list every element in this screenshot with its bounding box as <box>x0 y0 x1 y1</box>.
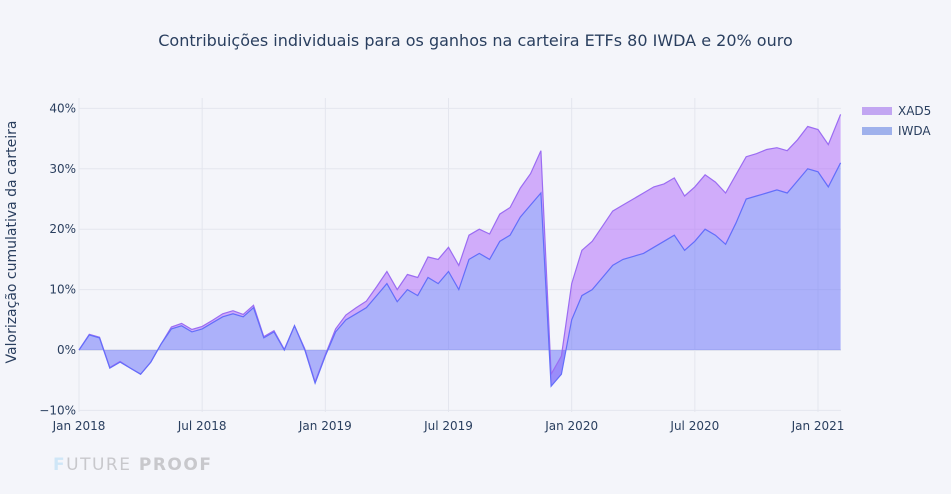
legend-item-iwda[interactable]: IWDA <box>862 124 931 138</box>
watermark-uture: UTURE <box>66 455 132 475</box>
legend-swatch-xad5 <box>862 107 892 115</box>
y-tick-label: −10% <box>39 403 76 417</box>
x-tick-label: Jul 2018 <box>177 419 227 433</box>
line-iwda <box>78 162 842 388</box>
y-tick-label: 0% <box>57 343 76 357</box>
watermark-proof: PROOF <box>131 455 213 475</box>
x-tick-label: Jul 2019 <box>423 419 473 433</box>
line-xad5 <box>78 114 842 384</box>
legend-swatch-iwda <box>862 127 892 135</box>
x-tick-label: Jan 2018 <box>52 419 106 433</box>
y-tick-label: 30% <box>49 162 76 176</box>
legend-label-iwda: IWDA <box>898 124 931 138</box>
watermark-f: F <box>53 455 67 475</box>
area-iwda <box>79 162 841 387</box>
x-tick-label: Jan 2020 <box>544 419 598 433</box>
series-areas <box>78 114 842 388</box>
y-tick-labels: −10% 0% 10% 20% 30% 40% <box>39 101 76 417</box>
legend-label-xad5: XAD5 <box>898 104 931 118</box>
y-tick-label: 40% <box>49 101 76 115</box>
y-tick-label: 20% <box>49 222 76 236</box>
y-tick-label: 10% <box>49 283 76 297</box>
x-tick-label: Jan 2021 <box>791 419 845 433</box>
watermark-logo: FUTURE PROOF <box>53 455 212 475</box>
x-tick-labels: Jan 2018 Jul 2018 Jan 2019 Jul 2019 Jan 2020… <box>52 419 845 433</box>
x-tick-label: Jan 2019 <box>298 419 352 433</box>
x-tick-label: Jul 2020 <box>669 419 719 433</box>
legend[interactable]: XAD5 IWDA <box>862 104 931 138</box>
chart-title: Contribuições individuais para os ganhos… <box>158 31 793 50</box>
legend-item-xad5[interactable]: XAD5 <box>862 104 931 118</box>
